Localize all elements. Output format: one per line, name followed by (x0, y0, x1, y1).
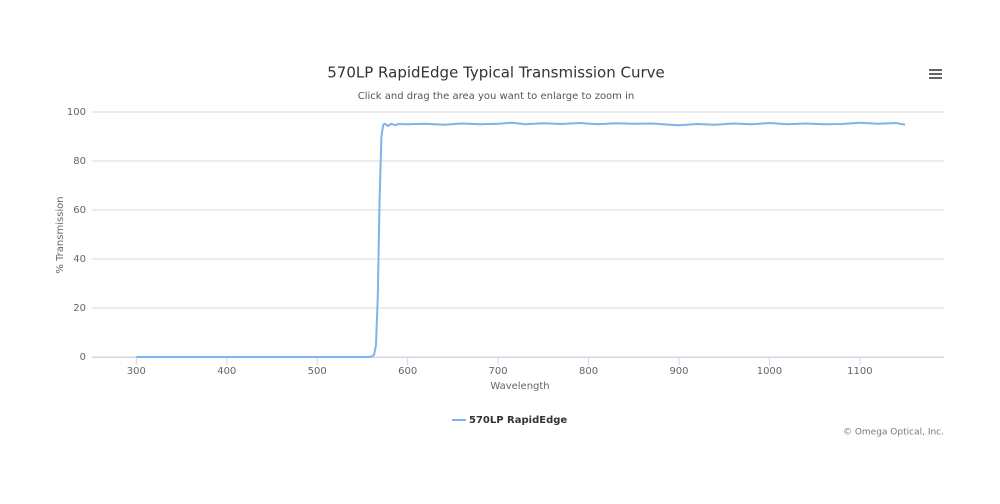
legend-label: 570LP RapidEdge (469, 415, 567, 426)
chart-title: 570LP RapidEdge Typical Transmission Cur… (327, 64, 665, 82)
x-tick-label: 1000 (757, 366, 782, 377)
y-tick-label: 60 (73, 205, 86, 216)
y-tick-label: 80 (73, 156, 86, 167)
data-line (136, 121, 906, 358)
y-tick-label: 0 (80, 352, 86, 363)
chart-subtitle: Click and drag the area you want to enla… (358, 91, 634, 102)
y-tick-label: 40 (73, 254, 86, 265)
x-tick-label: 300 (127, 366, 146, 377)
menu-button[interactable] (926, 66, 944, 82)
x-tick-label: 1100 (847, 366, 872, 377)
x-tick-label: 900 (669, 366, 688, 377)
x-tick-label: 700 (489, 366, 508, 377)
x-tick-label: 800 (579, 366, 598, 377)
credits: © Omega Optical, Inc. (843, 428, 944, 438)
x-tick-label: 600 (398, 366, 417, 377)
x-tick-label: 500 (308, 366, 327, 377)
y-tick-label: 100 (67, 107, 86, 118)
x-tick-label: 400 (217, 366, 236, 377)
x-axis-title: Wavelength (490, 381, 549, 392)
y-tick-label: 20 (73, 303, 86, 314)
y-axis-title: % Transmission (55, 196, 66, 273)
